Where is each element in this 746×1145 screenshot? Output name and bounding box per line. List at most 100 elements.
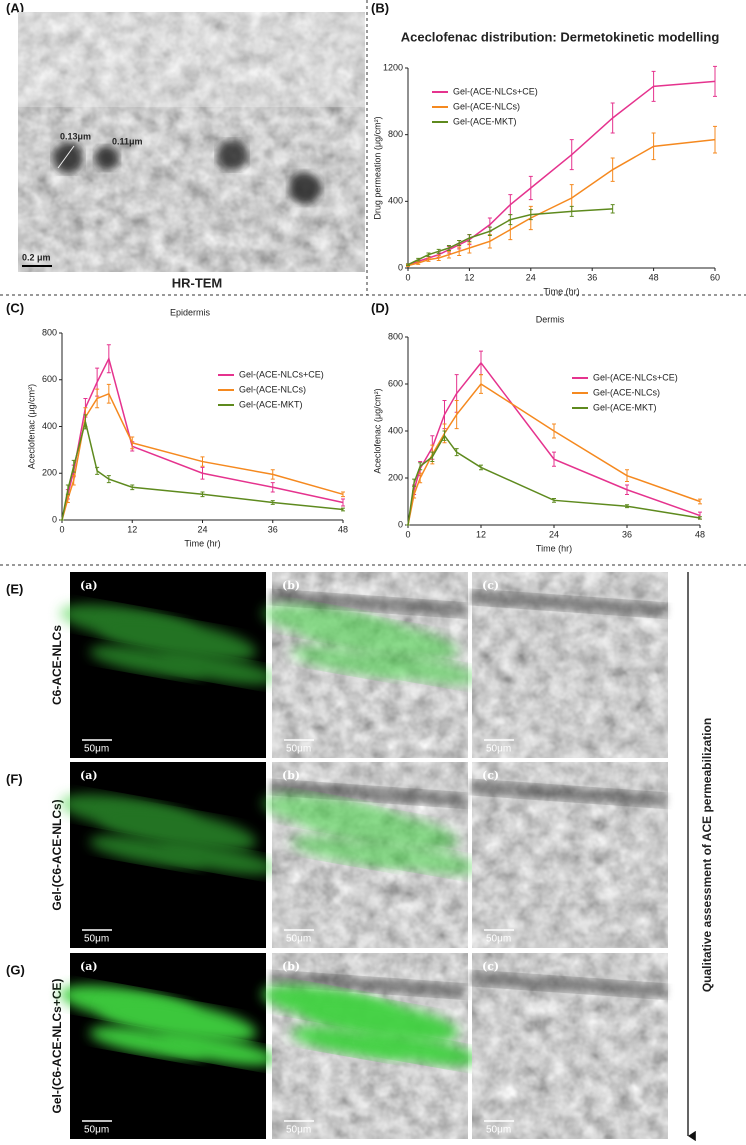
particle (217, 140, 247, 170)
error-bar (436, 255, 441, 261)
error-bar (106, 475, 111, 484)
row-label: Gel-(C6-ACE-NLCs+CE) (50, 978, 64, 1113)
error-bar (426, 257, 431, 262)
error-bar (130, 484, 135, 491)
scale-label: 50μm (84, 1125, 109, 1136)
green-signal (59, 985, 277, 1066)
green-signal (261, 604, 479, 685)
error-bar (625, 484, 629, 495)
legend-label: Gel-(ACE-NLCs+CE) (593, 372, 678, 382)
legend-label: Gel-(ACE-NLCs) (453, 101, 520, 111)
size-marker (57, 145, 75, 169)
error-bar (426, 252, 431, 257)
error-bar (457, 246, 462, 256)
x-tick-label: 48 (338, 524, 348, 534)
subpanel-label: (b) (282, 960, 300, 973)
x-tick-label: 36 (587, 272, 597, 282)
error-bar (436, 248, 441, 254)
x-tick-label: 0 (405, 272, 410, 282)
panel-label: (D) (371, 300, 389, 315)
chart-title: Dermis (536, 314, 565, 324)
subpanel-label: (a) (80, 579, 98, 592)
series-line (61, 356, 344, 521)
x-tick-label: 0 (59, 524, 64, 534)
particle (289, 172, 321, 204)
scale-label: 50μm (486, 1125, 511, 1136)
error-bar (71, 475, 76, 486)
green-signal (59, 604, 277, 685)
error-bar (65, 484, 70, 495)
error-bar (528, 175, 533, 201)
error-bar (200, 456, 205, 467)
error-bar (552, 497, 556, 503)
error-bar (341, 507, 345, 512)
tem-background (18, 12, 365, 107)
y-tick-label: 800 (42, 327, 57, 337)
x-tick-label: 12 (464, 272, 474, 282)
panel-label: (E) (6, 581, 23, 596)
arrow-label: Qualitative assessment of ACE permeabili… (700, 718, 714, 992)
panel-label: (A) (6, 0, 24, 15)
scale-label: 50μm (286, 1125, 311, 1136)
y-tick-label: 400 (388, 196, 403, 206)
green-signal (261, 985, 479, 1066)
error-bar (569, 205, 574, 217)
legend-label: Gel-(ACE-NLCs+CE) (239, 369, 324, 379)
subpanel-label: (a) (80, 960, 98, 973)
error-bar (713, 65, 717, 97)
x-tick-label: 36 (268, 524, 278, 534)
tissue-edge (269, 970, 467, 999)
error-bar (479, 374, 483, 394)
x-axis-label: Time (hr) (184, 538, 220, 548)
error-bar (467, 234, 472, 242)
y-tick-label: 400 (42, 421, 57, 431)
x-tick-label: 60 (710, 272, 720, 282)
error-bar (454, 399, 459, 430)
series-line (407, 383, 701, 526)
tem-caption: HR-TEM (172, 275, 223, 290)
green-blob (98, 616, 257, 662)
scale-label: 50μm (84, 744, 109, 755)
error-bar (479, 350, 483, 376)
error-bar (341, 498, 345, 507)
subpanel-label: (c) (482, 960, 499, 973)
error-bar (508, 194, 513, 216)
error-bar (552, 423, 556, 439)
green-blob (359, 842, 479, 875)
error-bar (446, 250, 451, 259)
error-bar (430, 451, 435, 463)
y-tick-label: 600 (42, 374, 57, 384)
error-bar (508, 214, 513, 226)
error-bar (698, 516, 702, 520)
legend-label: Gel-(ACE-NLCs+CE) (453, 86, 538, 96)
error-bar (106, 344, 111, 374)
error-bar (698, 498, 702, 505)
row-label: Gel-(C6-ACE-NLCs) (50, 799, 64, 910)
x-tick-label: 0 (405, 529, 410, 539)
scale-label: 50μm (286, 744, 311, 755)
error-bar (270, 469, 275, 480)
error-bar (442, 430, 447, 441)
y-tick-label: 0 (52, 514, 57, 524)
green-blob (359, 1033, 479, 1066)
size-label: 0.11μm (112, 136, 143, 146)
error-bar (412, 478, 417, 487)
series-line (407, 208, 613, 266)
error-bar (610, 157, 615, 182)
green-blob (98, 806, 257, 852)
panel-label: (C) (6, 300, 24, 315)
y-axis-label: Drug permeation (μg/cm²) (372, 116, 382, 219)
error-bar (416, 257, 421, 262)
error-bar (610, 102, 615, 134)
error-bar (454, 448, 459, 457)
error-bar (106, 383, 111, 404)
tissue-edge (469, 589, 667, 618)
green-blob (359, 652, 479, 685)
green-signal (261, 794, 479, 875)
panel-label: (G) (6, 962, 25, 977)
legend-label: Gel-(ACE-NLCs) (239, 384, 306, 394)
error-bar (446, 245, 451, 251)
subpanel-label: (c) (482, 579, 499, 592)
error-bar (479, 464, 483, 471)
x-tick-label: 12 (476, 529, 486, 539)
